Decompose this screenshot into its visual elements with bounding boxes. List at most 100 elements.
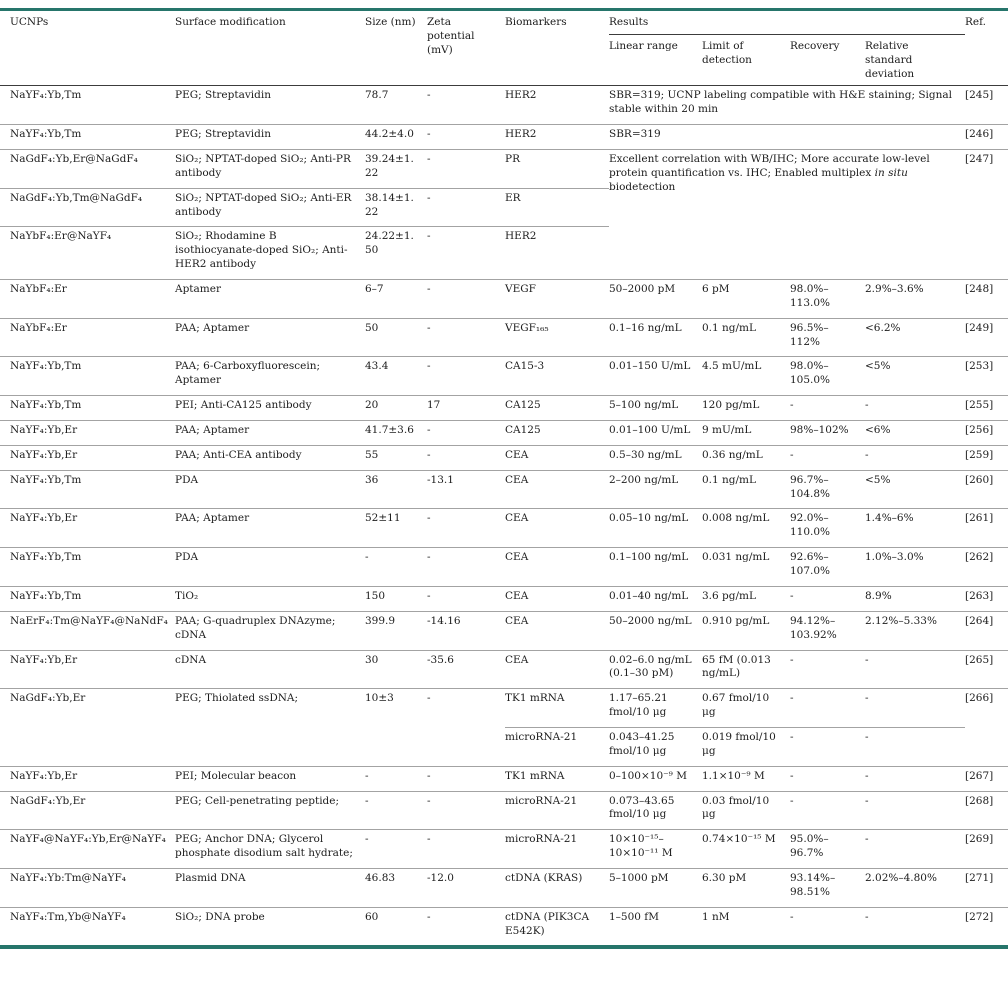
cell-limit-of-detection: 0.019 fmol/10 μg [702, 727, 790, 766]
cell-rsd: - [865, 689, 965, 728]
cell-zeta: - [427, 766, 505, 791]
cell-size: 41.7±3.6 [365, 421, 427, 446]
cell-surface: PAA; Aptamer [175, 421, 365, 446]
cell-ucnp: NaYbF₄:Er@NaYF₄ [0, 227, 175, 280]
cell-zeta: -12.0 [427, 868, 505, 907]
cell-biomarker: CEA [505, 611, 609, 650]
cell-zeta: - [427, 227, 505, 280]
cell-biomarker: HER2 [505, 86, 609, 125]
cell-recovery: 98%–102% [790, 421, 865, 446]
cell-limit-of-detection: 120 pg/mL [702, 396, 790, 421]
cell-ref: [256] [965, 421, 1008, 446]
cell-ucnp: NaYF₄:Yb,Er [0, 509, 175, 548]
cell-linear-range: 50–2000 ng/mL [609, 611, 702, 650]
cell-biomarker: ctDNA (KRAS) [505, 868, 609, 907]
cell-surface: SiO₂; NPTAT-doped SiO₂; Anti-ER antibody [175, 188, 365, 227]
cell-size: 78.7 [365, 86, 427, 125]
cell-surface: PEG; Streptavidin [175, 125, 365, 150]
cell-zeta: - [427, 689, 505, 766]
cell-limit-of-detection: 1.1×10⁻⁹ M [702, 766, 790, 791]
cell-biomarker: CEA [505, 445, 609, 470]
cell-ref: [262] [965, 548, 1008, 587]
cell-biomarker: VEGF [505, 280, 609, 319]
cell-zeta: - [427, 445, 505, 470]
cell-linear-range: 0.05–10 ng/mL [609, 509, 702, 548]
table-row: NaYF₄:Yb,Tm PAA; 6-Carboxyfluorescein; A… [0, 357, 1008, 396]
cell-biomarker: ctDNA (PIK3CA E542K) [505, 907, 609, 947]
cell-ref: [260] [965, 470, 1008, 509]
cell-linear-range: 0.1–16 ng/mL [609, 318, 702, 357]
cell-rsd: 1.4%–6% [865, 509, 965, 548]
cell-recovery: - [790, 445, 865, 470]
cell-rsd: - [865, 396, 965, 421]
cell-biomarker: microRNA-21 [505, 830, 609, 869]
table-row: NaYF₄:Yb:Tm@NaYF₄ Plasmid DNA 46.83 -12.… [0, 868, 1008, 907]
cell-zeta: - [427, 791, 505, 830]
cell-ref: [266] [965, 689, 1008, 766]
cell-limit-of-detection: 65 fM (0.013 ng/mL) [702, 650, 790, 689]
cell-zeta: - [427, 586, 505, 611]
table-row: NaYF₄:Yb,Tm PEI; Anti-CA125 antibody 20 … [0, 396, 1008, 421]
cell-limit-of-detection: 6 pM [702, 280, 790, 319]
cell-zeta: -35.6 [427, 650, 505, 689]
cell-size: 20 [365, 396, 427, 421]
cell-recovery: - [790, 766, 865, 791]
cell-limit-of-detection: 1 nM [702, 907, 790, 947]
cell-recovery: 93.14%–98.51% [790, 868, 865, 907]
cell-biomarker: HER2 [505, 227, 609, 280]
cell-surface: PAA; Anti-CEA antibody [175, 445, 365, 470]
cell-linear-range: 50–2000 pM [609, 280, 702, 319]
cell-zeta: - [427, 357, 505, 396]
cell-recovery: 96.7%–104.8% [790, 470, 865, 509]
cell-ucnp: NaYbF₄:Er [0, 318, 175, 357]
cell-biomarker: TK1 mRNA [505, 766, 609, 791]
cell-zeta: - [427, 509, 505, 548]
table-body: NaYF₄:Yb,Tm PEG; Streptavidin 78.7 - HER… [0, 86, 1008, 947]
cell-limit-of-detection: 0.910 pg/mL [702, 611, 790, 650]
table-row: NaYF₄:Yb,Er cDNA 30 -35.6 CEA 0.02–6.0 n… [0, 650, 1008, 689]
header-limit-of-detection: Limit of detection [702, 34, 790, 86]
cell-ref: [249] [965, 318, 1008, 357]
cell-ref: [259] [965, 445, 1008, 470]
cell-biomarker: microRNA-21 [505, 791, 609, 830]
cell-linear-range: 0.01–40 ng/mL [609, 586, 702, 611]
cell-surface: PEG; Thiolated ssDNA; [175, 689, 365, 766]
cell-ucnp: NaYF₄:Yb,Er [0, 421, 175, 446]
cell-linear-range: 2–200 ng/mL [609, 470, 702, 509]
cell-linear-range: 0.1–100 ng/mL [609, 548, 702, 587]
cell-rsd: 2.9%–3.6% [865, 280, 965, 319]
cell-ucnp: NaYF₄:Yb,Er [0, 766, 175, 791]
cell-recovery: - [790, 907, 865, 947]
header-relative-standard-deviation: Relative standard deviation [865, 34, 965, 86]
table-row: NaYbF₄:Er Aptamer 6–7 - VEGF 50–2000 pM … [0, 280, 1008, 319]
table-header: UCNPs Surface modification Size (nm) Zet… [0, 10, 1008, 86]
cell-surface: PAA; Aptamer [175, 318, 365, 357]
cell-size: 52±11 [365, 509, 427, 548]
cell-surface: Plasmid DNA [175, 868, 365, 907]
cell-ucnp: NaErF₄:Tm@NaYF₄@NaNdF₄ [0, 611, 175, 650]
table-row: NaGdF₄:Yb,Er PEG; Thiolated ssDNA; 10±3 … [0, 689, 1008, 728]
cell-size: 39.24±1.22 [365, 150, 427, 189]
cell-size: 24.22±1.50 [365, 227, 427, 280]
cell-limit-of-detection: 0.1 ng/mL [702, 318, 790, 357]
cell-limit-of-detection: 3.6 pg/mL [702, 586, 790, 611]
cell-biomarker: VEGF₁₆₅ [505, 318, 609, 357]
cell-biomarker: CA15-3 [505, 357, 609, 396]
cell-ucnp: NaYF₄:Yb:Tm@NaYF₄ [0, 868, 175, 907]
cell-biomarker: CEA [505, 586, 609, 611]
cell-biomarker: PR [505, 150, 609, 189]
cell-zeta: - [427, 421, 505, 446]
cell-zeta: - [427, 280, 505, 319]
header-results: Results [609, 10, 965, 35]
table-row: NaYF₄@NaYF₄:Yb,Er@NaYF₄ PEG; Anchor DNA;… [0, 830, 1008, 869]
cell-size: 43.4 [365, 357, 427, 396]
cell-surface: SiO₂; Rhodamine B isothiocyanate-doped S… [175, 227, 365, 280]
cell-zeta: -14.16 [427, 611, 505, 650]
cell-biomarker: HER2 [505, 125, 609, 150]
result-text: biodetection [609, 181, 675, 193]
cell-size: 10±3 [365, 689, 427, 766]
cell-ref: [245] [965, 86, 1008, 125]
cell-ref: [263] [965, 586, 1008, 611]
cell-ucnp: NaGdF₄:Yb,Er [0, 791, 175, 830]
cell-zeta: - [427, 548, 505, 587]
